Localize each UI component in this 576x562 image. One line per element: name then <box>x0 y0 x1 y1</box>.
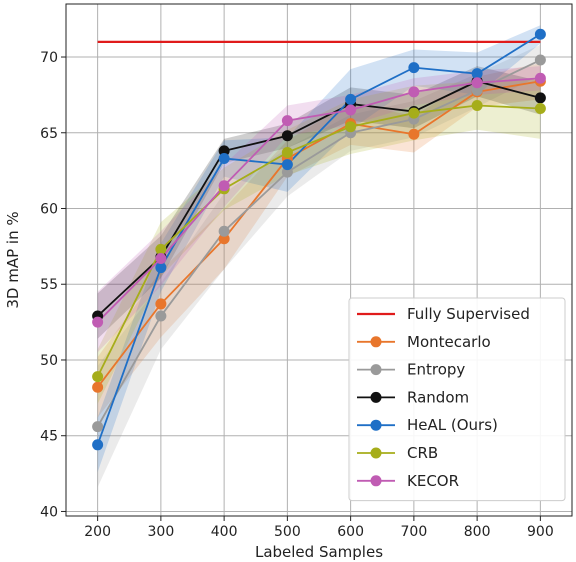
series-markers <box>92 28 546 451</box>
x-tick-label: 600 <box>337 524 364 540</box>
montecarlo-band <box>97 63 541 418</box>
y-tick-label: 50 <box>40 353 58 369</box>
heal-ours-point <box>408 62 420 74</box>
kecor-point <box>92 316 104 328</box>
x-tick-label: 300 <box>148 524 175 540</box>
entropy-point <box>471 84 483 96</box>
crb-point <box>281 146 293 158</box>
heal-ours-point <box>345 93 357 105</box>
y-tick-label: 60 <box>40 201 58 217</box>
heal-ours-point <box>92 439 104 451</box>
legend-label-random: Random <box>407 388 469 406</box>
entropy-line <box>96 59 541 428</box>
x-tick-label: 400 <box>211 524 238 540</box>
kecor-point <box>218 180 230 192</box>
y-tick-label: 65 <box>40 126 58 142</box>
kecor-line <box>96 77 541 323</box>
legend-marker-crb <box>370 447 382 459</box>
x-tick-label: 800 <box>464 524 491 540</box>
x-tick-label: 900 <box>527 524 554 540</box>
x-tick-label: 500 <box>274 524 301 540</box>
random-point <box>218 145 230 157</box>
crb-band <box>97 78 541 404</box>
random-point <box>534 92 546 104</box>
entropy-point <box>92 421 104 433</box>
crb-point <box>92 371 104 383</box>
kecor-band <box>97 66 541 353</box>
montecarlo-line <box>96 80 541 388</box>
x-axis-label: Labeled Samples <box>255 543 383 561</box>
heal-ours-point <box>155 262 167 274</box>
y-tick-label: 45 <box>40 429 58 445</box>
heal-ours-point <box>281 159 293 171</box>
y-tick-label: 55 <box>40 277 58 293</box>
legend-label-entropy: Entropy <box>407 361 465 379</box>
y-tick-label: 40 <box>40 504 58 520</box>
kecor-point <box>155 252 167 264</box>
y-tick-label: 70 <box>40 50 58 66</box>
crb-line <box>96 104 541 378</box>
entropy-point <box>218 225 230 237</box>
x-tick-label: 200 <box>84 524 111 540</box>
crb-point <box>534 103 546 115</box>
heal-ours-point <box>534 28 546 40</box>
montecarlo-point <box>155 298 167 310</box>
entropy-point <box>281 166 293 178</box>
montecarlo-point <box>218 233 230 245</box>
entropy-point <box>534 54 546 66</box>
montecarlo-point <box>92 381 104 393</box>
crb-point <box>345 121 357 133</box>
heal-ours-line <box>96 33 541 446</box>
legend-marker-kecor <box>370 475 382 487</box>
random-point <box>281 130 293 142</box>
kecor-point <box>534 72 546 84</box>
axis-ticks: 200 300 400 500 600 700 800 900 40 45 50 55 60 65 70 <box>40 50 554 540</box>
legend-label-montecarlo: Montecarlo <box>407 333 491 351</box>
plot-frame <box>65 3 573 517</box>
legend-label-kecor: KECOR <box>407 472 459 490</box>
legend-label-heal-ours: HeAL (Ours) <box>407 416 498 434</box>
legend-label-crb: CRB <box>407 444 438 462</box>
kecor-point <box>471 77 483 89</box>
series-lines <box>96 33 541 446</box>
x-tick-label: 700 <box>401 524 428 540</box>
crb-point <box>155 243 167 255</box>
legend-marker-heal-ours <box>370 419 382 431</box>
kecor-point <box>408 86 420 98</box>
legend-marker-random <box>370 391 382 403</box>
crb-point <box>408 107 420 119</box>
kecor-point <box>345 104 357 116</box>
montecarlo-point <box>408 128 420 140</box>
heal-ours-point <box>471 68 483 80</box>
kecor-point <box>281 115 293 127</box>
y-axis-label: 3D mAP in % <box>4 211 22 308</box>
heal-ours-point <box>218 153 230 165</box>
legend-marker-montecarlo <box>370 336 382 348</box>
legend-marker-entropy <box>370 364 382 376</box>
legend: Fully Supervised Montecarlo Entropy Random H… <box>348 297 566 502</box>
legend-label-fully-supervised: Fully Supervised <box>407 305 530 323</box>
entropy-point <box>155 310 167 322</box>
crb-point <box>471 99 483 111</box>
legend-box <box>348 297 566 502</box>
